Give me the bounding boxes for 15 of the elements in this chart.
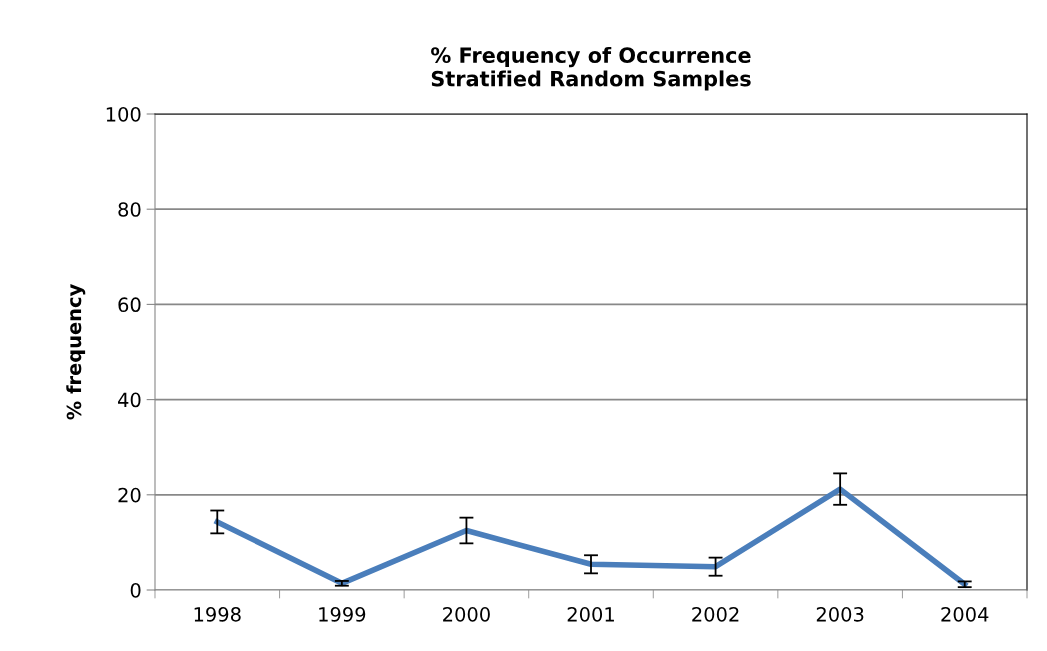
x-tick-label: 2004 bbox=[941, 607, 989, 622]
y-tick-label: 100 bbox=[106, 106, 141, 122]
y-axis-title: % frequency bbox=[66, 284, 86, 420]
x-tick-label: 2000 bbox=[443, 607, 490, 622]
y-tick-label: 40 bbox=[118, 392, 141, 408]
y-tick-label: 80 bbox=[118, 202, 141, 217]
y-tick-label: 20 bbox=[118, 487, 141, 503]
x-tick-label: 2003 bbox=[816, 607, 864, 622]
y-tick-label: 60 bbox=[118, 297, 141, 313]
x-tick-label: 2001 bbox=[567, 607, 614, 622]
x-tick-label: 1998 bbox=[194, 607, 241, 622]
chart-title: % Frequency of Occurrence Stratified Random Samples bbox=[431, 46, 751, 91]
x-tick-label: 1999 bbox=[319, 607, 366, 622]
x-tick-label: 2002 bbox=[692, 607, 739, 622]
y-tick-label: 0 bbox=[130, 582, 141, 598]
